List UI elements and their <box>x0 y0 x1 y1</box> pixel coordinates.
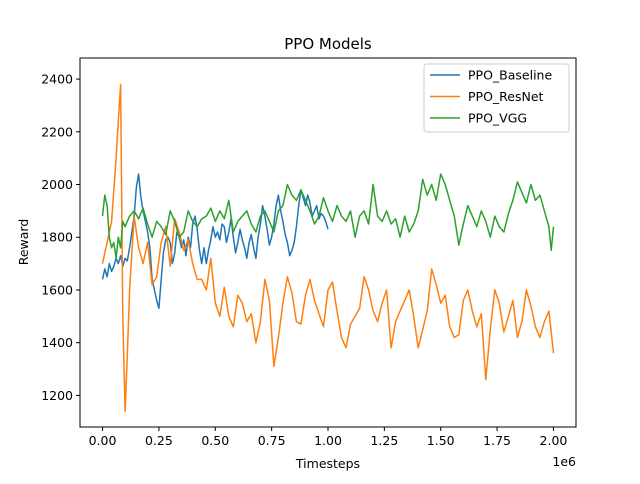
legend-label: PPO_ResNet <box>468 89 544 104</box>
series-layer <box>101 83 555 412</box>
series-line-ppo-vgg <box>101 173 555 260</box>
x-tick-label: 2.00 <box>540 433 568 448</box>
y-tick-label: 1200 <box>41 388 73 403</box>
x-axis-label: Timesteps <box>295 456 360 471</box>
y-tick-label: 2000 <box>41 177 73 192</box>
x-tick-label: 1.75 <box>483 433 511 448</box>
y-tick-label: 2200 <box>41 124 73 139</box>
x-tick-label: 1.00 <box>314 433 342 448</box>
x-tick-label: 1.50 <box>427 433 455 448</box>
y-axis: 1200 1400 1600 1800 2000 2200 2400 <box>41 72 80 403</box>
y-tick-label: 2400 <box>41 72 73 87</box>
x-tick-label: 0.75 <box>258 433 286 448</box>
x-tick-label: 0.50 <box>201 433 229 448</box>
legend-label: PPO_VGG <box>468 111 527 126</box>
x-tick-label: 1.25 <box>370 433 398 448</box>
x-axis: 0.00 0.25 0.50 0.75 1.00 1.25 1.50 1.75 2.00 <box>89 427 568 448</box>
legend-box <box>423 63 570 133</box>
y-tick-label: 1800 <box>41 230 73 245</box>
y-tick-label: 1400 <box>41 335 73 350</box>
y-tick-label: 1600 <box>41 282 73 297</box>
y-axis-label: Reward <box>16 219 31 266</box>
x-tick-label: 0.25 <box>145 433 173 448</box>
legend-label: PPO_Baseline <box>468 68 552 83</box>
series-line-ppo-baseline <box>101 173 329 310</box>
x-tick-label: 0.00 <box>89 433 117 448</box>
legend: PPO_Baseline PPO_ResNet PPO_VGG <box>423 63 570 133</box>
x-axis-offset-label: 1e6 <box>552 454 576 469</box>
chart-title: PPO Models <box>284 35 372 53</box>
